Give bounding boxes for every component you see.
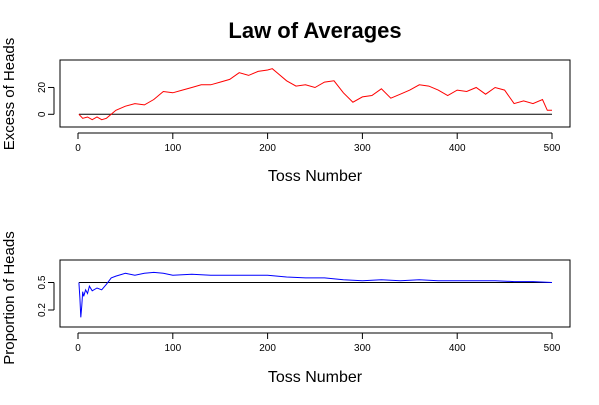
x-tick-label: 0 xyxy=(75,343,81,354)
series-group-top xyxy=(78,68,552,121)
x-tick-label: 200 xyxy=(259,143,276,154)
proportion-of-heads-panel: 0 100 200 300 400 500 0.2 0.5 Toss Number Prop… xyxy=(1,231,571,386)
x-tick-label: 500 xyxy=(544,343,561,354)
x-axis-label-top: Toss Number xyxy=(268,168,363,185)
x-axis-label-bottom: Toss Number xyxy=(268,369,363,386)
y-tick-label: 0 xyxy=(37,111,48,117)
plot-frame-top xyxy=(59,59,571,128)
x-tick-label: 400 xyxy=(449,343,466,354)
y-axis-top: 0 20 xyxy=(37,81,55,117)
excess-of-heads-panel: 0 100 200 300 400 500 0 20 Toss Number Excess … xyxy=(1,38,571,185)
chart-title: Law of Averages xyxy=(228,18,401,43)
x-axis-top: 0 100 200 300 400 500 xyxy=(75,132,561,154)
series-group-bottom xyxy=(78,271,553,318)
y-axis-bottom: 0.2 0.5 xyxy=(37,275,55,317)
y-axis-label-top: Excess of Heads xyxy=(1,38,18,151)
x-tick-label: 300 xyxy=(354,343,371,354)
y-axis-label-bottom: Proportion of Heads xyxy=(1,231,18,364)
x-tick-label: 100 xyxy=(164,343,181,354)
series-line xyxy=(78,271,553,318)
x-tick-label: 200 xyxy=(259,343,276,354)
x-tick-label: 300 xyxy=(354,143,371,154)
x-tick-label: 0 xyxy=(75,143,81,154)
x-axis-bottom: 0 100 200 300 400 500 xyxy=(75,332,561,354)
x-tick-label: 500 xyxy=(544,143,561,154)
x-tick-label: 400 xyxy=(449,143,466,154)
x-tick-label: 100 xyxy=(164,143,181,154)
y-tick-label: 0.2 xyxy=(37,303,48,317)
y-tick-label: 0.5 xyxy=(37,275,48,289)
plot-frame-bottom xyxy=(59,259,571,328)
series-line xyxy=(78,68,552,121)
y-tick-label: 20 xyxy=(37,81,48,93)
